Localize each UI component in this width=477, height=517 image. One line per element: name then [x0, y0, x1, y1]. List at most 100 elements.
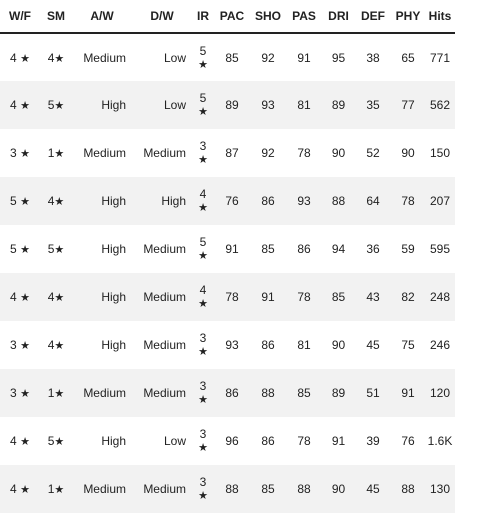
shooting-cell: 91	[261, 290, 275, 304]
skill-moves-cell: 5★	[40, 225, 72, 273]
physical-cell: 91	[401, 386, 415, 400]
star-icon: ★	[198, 298, 208, 310]
scrollbar-track[interactable]	[463, 0, 477, 517]
star-icon: ★	[198, 202, 208, 214]
table-row[interactable]: 4 ★ 5★ High Low 5 ★ 89 93 81 89 35 77 562	[0, 81, 455, 129]
international-reputation-cell: 5 ★	[192, 33, 214, 81]
skill-moves-value: 1	[47, 146, 55, 160]
passing-cell: 81	[297, 338, 311, 352]
international-reputation-cell: 3 ★	[192, 417, 214, 465]
header-def[interactable]: DEF	[355, 0, 391, 34]
table-row[interactable]: 4 ★ 4★ High Medium 4 ★ 78 91 78 85 43 82 248	[0, 273, 455, 321]
dribbling-cell: 89	[331, 98, 346, 112]
table-header-row: W/F SM A/W D/W IR PAC SHO PAS DRI DEF PHY Hits	[0, 0, 455, 34]
skill-moves-cell: 5★	[40, 81, 72, 129]
table-body: 4 ★ 4★ Medium Low 5 ★ 85 92 91 95 38 65 771 4 ★ 5★ High…	[0, 33, 455, 513]
passing-cell: 78	[297, 290, 311, 304]
table-row[interactable]: 3 ★ 1★ Medium Medium 3 ★ 86 88 85 89 51 91 120	[0, 369, 455, 417]
defending-cell: 52	[366, 146, 380, 160]
defending-cell: 36	[366, 242, 380, 256]
weak-foot-cell: 5 ★	[0, 225, 40, 273]
physical-cell: 88	[401, 482, 415, 496]
international-reputation-value: 4	[199, 283, 207, 297]
defensive-workrate-cell: Low	[163, 50, 186, 65]
header-sho[interactable]: SHO	[250, 0, 286, 34]
header-pas[interactable]: PAS	[286, 0, 322, 34]
attacking-workrate-cell: High	[101, 338, 126, 352]
star-icon: ★	[198, 106, 208, 118]
shooting-cell: 93	[261, 98, 275, 112]
table-row[interactable]: 4 ★ 4★ Medium Low 5 ★ 85 92 91 95 38 65 771	[0, 33, 455, 81]
skill-moves-cell: 1★	[40, 129, 72, 177]
passing-cell: 88	[297, 482, 311, 496]
star-icon: ★	[54, 100, 65, 112]
weak-foot-cell: 3 ★	[0, 129, 40, 177]
shooting-cell: 92	[261, 146, 275, 160]
attacking-workrate-cell: Medium	[83, 146, 126, 160]
table-row[interactable]: 4 ★ 5★ High Low 3 ★ 96 86 78 91 39 76 1.6K	[0, 417, 455, 465]
header-pac[interactable]: PAC	[214, 0, 250, 34]
pace-cell: 76	[225, 194, 239, 208]
header-ir[interactable]: IR	[192, 0, 214, 34]
physical-cell: 82	[401, 290, 415, 304]
international-reputation-cell: 5 ★	[192, 225, 214, 273]
shooting-cell: 92	[261, 50, 275, 65]
star-icon: ★	[20, 244, 30, 256]
weak-foot-value: 5	[10, 242, 17, 256]
skill-moves-value: 4	[47, 50, 55, 65]
pace-cell: 78	[225, 290, 239, 304]
table-row[interactable]: 3 ★ 4★ High Medium 3 ★ 93 86 81 90 45 75 246	[0, 321, 455, 369]
skill-moves-cell: 5★	[40, 417, 72, 465]
star-icon: ★	[198, 490, 208, 502]
star-icon: ★	[54, 340, 65, 352]
player-stats-table-container: W/F SM A/W D/W IR PAC SHO PAS DRI DEF PHY Hits 4 ★ 4…	[0, 0, 455, 513]
international-reputation-value: 5	[199, 235, 207, 249]
dribbling-cell: 95	[331, 50, 346, 65]
attacking-workrate-cell: High	[101, 98, 126, 112]
star-icon: ★	[198, 394, 208, 406]
weak-foot-cell: 5 ★	[0, 177, 40, 225]
star-icon: ★	[54, 484, 65, 496]
defending-cell: 45	[366, 338, 380, 352]
skill-moves-value: 5	[47, 434, 55, 448]
star-icon: ★	[198, 346, 208, 358]
hits-cell: 207	[429, 194, 451, 208]
passing-cell: 93	[297, 194, 311, 208]
passing-cell: 85	[297, 386, 311, 400]
hits-cell: 771	[429, 50, 451, 65]
weak-foot-value: 4	[10, 98, 17, 112]
star-icon: ★	[20, 388, 30, 400]
star-icon: ★	[20, 52, 30, 65]
star-icon: ★	[198, 442, 208, 454]
skill-moves-value: 1	[47, 482, 55, 496]
header-dw[interactable]: D/W	[132, 0, 192, 34]
star-icon: ★	[198, 154, 208, 166]
hits-cell: 150	[429, 146, 451, 160]
defending-cell: 45	[366, 482, 380, 496]
header-dri[interactable]: DRI	[322, 0, 355, 34]
weak-foot-value: 4	[10, 434, 17, 448]
table-row[interactable]: 3 ★ 1★ Medium Medium 3 ★ 87 92 78 90 52 90 150	[0, 129, 455, 177]
international-reputation-value: 3	[199, 139, 207, 153]
weak-foot-cell: 3 ★	[0, 369, 40, 417]
weak-foot-value: 3	[10, 146, 17, 160]
star-icon: ★	[20, 436, 30, 448]
table-row[interactable]: 5 ★ 4★ High High 4 ★ 76 86 93 88 64 78 207	[0, 177, 455, 225]
table-row[interactable]: 4 ★ 1★ Medium Medium 3 ★ 88 85 88 90 45 88 130	[0, 465, 455, 513]
defending-cell: 64	[366, 194, 380, 208]
skill-moves-cell: 4★	[40, 273, 72, 321]
player-stats-table: W/F SM A/W D/W IR PAC SHO PAS DRI DEF PHY Hits 4 ★ 4…	[0, 0, 455, 513]
header-sm[interactable]: SM	[40, 0, 72, 34]
weak-foot-cell: 4 ★	[0, 417, 40, 465]
defensive-workrate-cell: Medium	[143, 290, 186, 304]
header-phy[interactable]: PHY	[391, 0, 425, 34]
header-wf[interactable]: W/F	[0, 0, 40, 34]
header-hits[interactable]: Hits	[425, 0, 455, 34]
physical-cell: 78	[401, 194, 415, 208]
star-icon: ★	[198, 250, 208, 262]
table-row[interactable]: 5 ★ 5★ High Medium 5 ★ 91 85 86 94 36 59 595	[0, 225, 455, 273]
header-aw[interactable]: A/W	[72, 0, 132, 34]
physical-cell: 75	[401, 338, 415, 352]
international-reputation-value: 3	[199, 475, 207, 489]
weak-foot-value: 4	[10, 50, 17, 65]
